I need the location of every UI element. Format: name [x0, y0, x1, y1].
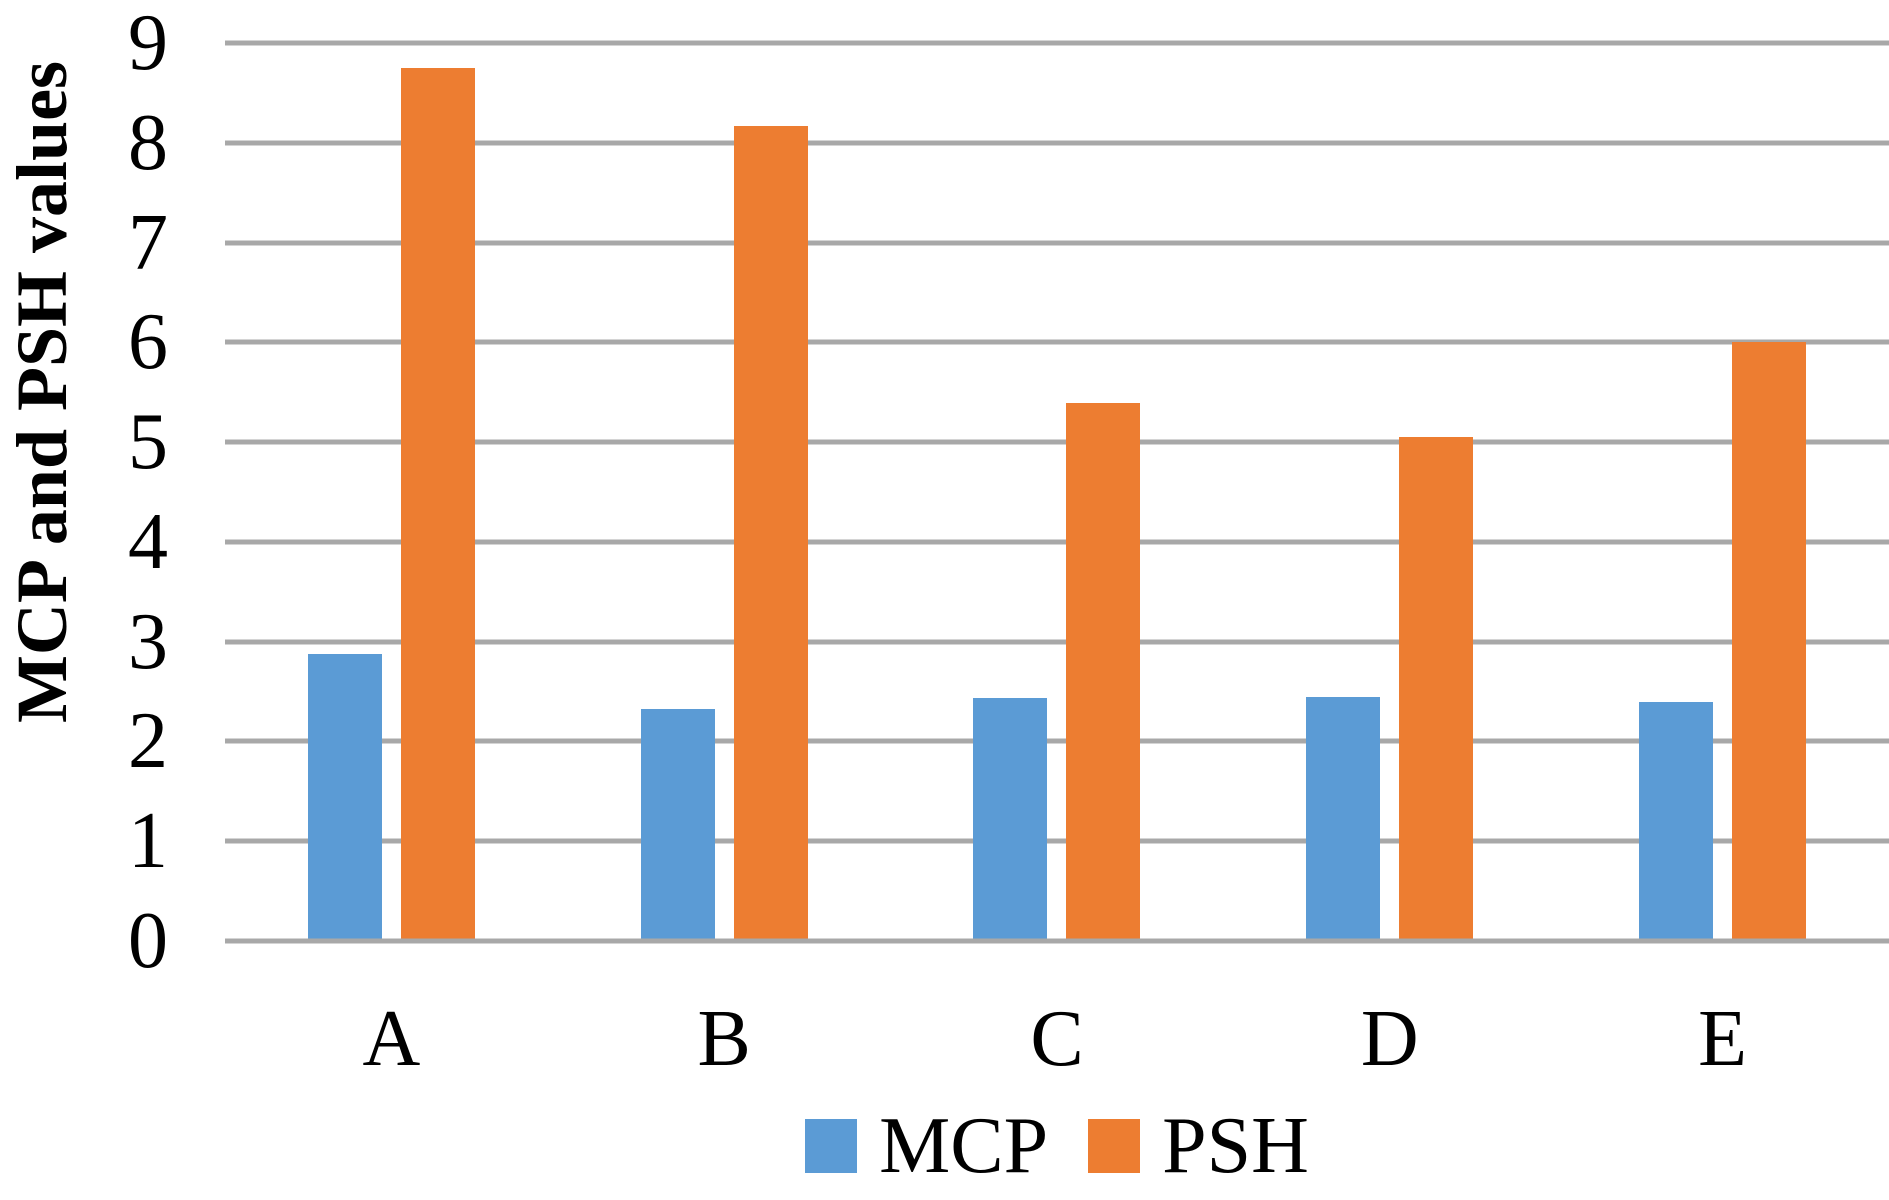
bar-group-E: [1556, 43, 1889, 941]
y-tick-label-8: 8: [128, 98, 168, 187]
legend-swatch-mcp-icon: [805, 1119, 858, 1173]
bar-psh-C: [1066, 403, 1141, 941]
x-category-label-E: E: [1698, 995, 1748, 1083]
bar-group-C: [891, 43, 1224, 941]
legend: MCP PSH: [225, 1106, 1889, 1186]
x-category-label-B: B: [697, 995, 751, 1083]
y-tick-label-6: 6: [128, 298, 168, 387]
bar-psh-A: [400, 67, 475, 941]
bar-mcp-A: [307, 653, 382, 941]
bar-psh-B: [733, 125, 808, 941]
gridline-3: [225, 639, 1889, 645]
plot-groups: [225, 43, 1889, 941]
plot-area: [225, 40, 1889, 944]
bar-psh-E: [1732, 342, 1807, 941]
y-tick-label-1: 1: [128, 797, 168, 886]
legend-item-mcp: MCP: [805, 1106, 1048, 1186]
y-tick-label-4: 4: [128, 497, 168, 586]
x-axis-category-labels: A B C D E: [225, 995, 1889, 1083]
gridline-4: [225, 539, 1889, 545]
gridline-7: [225, 240, 1889, 246]
bar-group-D: [1223, 43, 1556, 941]
legend-label-mcp: MCP: [879, 1102, 1049, 1190]
bar-group-A: [225, 43, 558, 941]
y-tick-label-5: 5: [128, 398, 168, 487]
y-tick-label-2: 2: [128, 697, 168, 786]
y-tick-label-3: 3: [128, 597, 168, 686]
legend-label-psh: PSH: [1162, 1102, 1309, 1190]
gridline-5: [225, 439, 1889, 445]
bar-mcp-E: [1639, 701, 1714, 941]
bar-mcp-B: [640, 708, 715, 941]
gridline-1: [225, 838, 1889, 844]
x-axis-line: [225, 938, 1889, 944]
y-tick-label-9: 9: [128, 0, 168, 87]
y-tick-label-7: 7: [128, 198, 168, 287]
gridline-6: [225, 339, 1889, 345]
legend-item-psh: PSH: [1088, 1106, 1309, 1186]
legend-swatch-psh-icon: [1088, 1119, 1141, 1173]
bar-mcp-D: [1306, 696, 1381, 941]
gridline-9: [225, 40, 1889, 46]
y-tick-label-0: 0: [128, 897, 168, 985]
x-category-label-C: C: [1030, 995, 1084, 1083]
x-category-label-D: D: [1360, 995, 1419, 1083]
bar-mcp-C: [973, 697, 1048, 941]
bar-psh-D: [1399, 437, 1474, 941]
bar-group-B: [558, 43, 891, 941]
gridline-8: [225, 140, 1889, 146]
x-category-label-A: A: [362, 995, 421, 1083]
gridline-2: [225, 738, 1889, 744]
